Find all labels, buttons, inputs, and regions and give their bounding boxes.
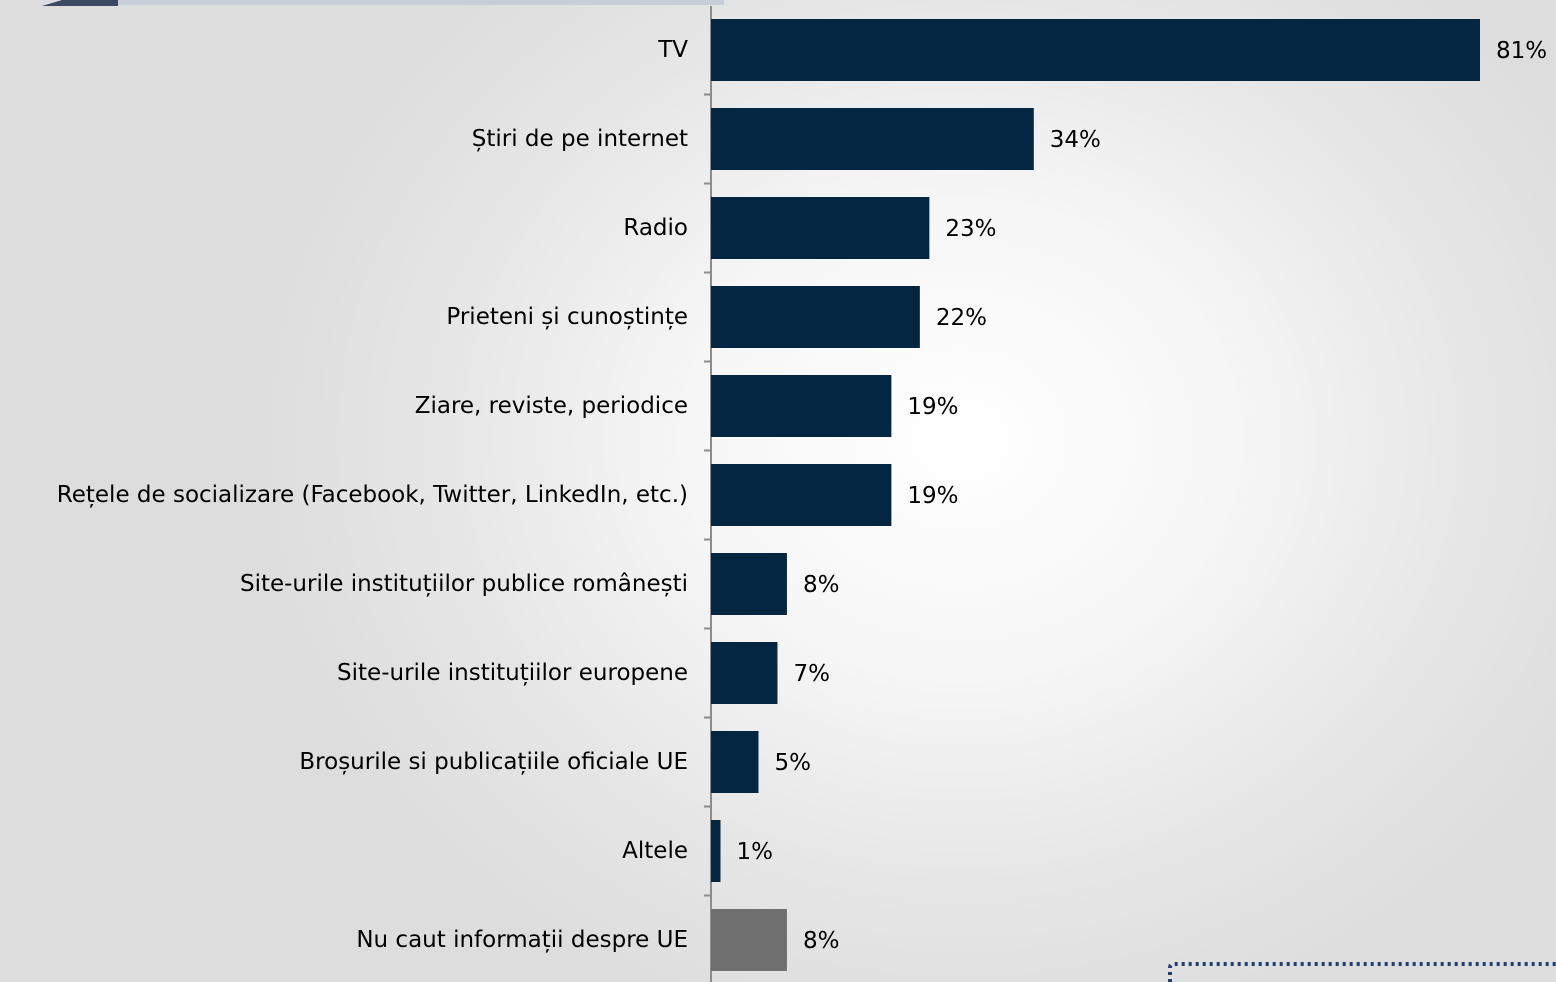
header-band xyxy=(118,0,724,5)
bar xyxy=(711,553,787,615)
value-label: 5% xyxy=(774,750,811,776)
value-label: 23% xyxy=(945,216,996,242)
bar xyxy=(711,464,892,526)
bar xyxy=(711,375,892,437)
bar xyxy=(711,820,721,882)
category-label: Prieteni și cunoștințe xyxy=(446,304,688,330)
bar xyxy=(711,731,759,793)
dotted-info-box xyxy=(1168,962,1556,982)
bar xyxy=(711,197,930,259)
category-label: Nu caut informații despre UE xyxy=(356,927,688,953)
value-label: 7% xyxy=(793,661,830,687)
category-label: Site-urile instituțiilor publice româneș… xyxy=(240,571,688,597)
value-label: 19% xyxy=(907,483,958,509)
category-label: Broșurile si publicațiile oficiale UE xyxy=(299,749,688,775)
category-label: Site-urile instituțiilor europene xyxy=(337,660,688,686)
bar xyxy=(711,909,787,971)
bar xyxy=(711,108,1034,170)
decor-layer xyxy=(42,0,1556,982)
category-label: Radio xyxy=(623,215,688,241)
labels-layer: TV 81% Știri de pe internet 34% Radio 23% Prie… xyxy=(57,37,1547,954)
value-label: 8% xyxy=(803,928,840,954)
value-label: 22% xyxy=(936,305,987,331)
value-label: 34% xyxy=(1050,127,1101,153)
value-label: 19% xyxy=(907,394,958,420)
value-label: 1% xyxy=(736,839,773,865)
category-label: Rețele de socializare (Facebook, Twitter… xyxy=(57,482,688,508)
bars-layer xyxy=(711,19,1480,971)
value-label: 8% xyxy=(803,572,840,598)
category-label: Știri de pe internet xyxy=(472,126,688,152)
bar xyxy=(711,19,1480,81)
category-label: Altele xyxy=(622,838,688,864)
value-label: 81% xyxy=(1496,38,1547,64)
category-label: Ziare, reviste, periodice xyxy=(415,393,688,419)
header-accent xyxy=(42,0,118,6)
axis-layer xyxy=(704,6,712,982)
bar xyxy=(711,642,778,704)
bar xyxy=(711,286,920,348)
category-label: TV xyxy=(657,37,688,63)
